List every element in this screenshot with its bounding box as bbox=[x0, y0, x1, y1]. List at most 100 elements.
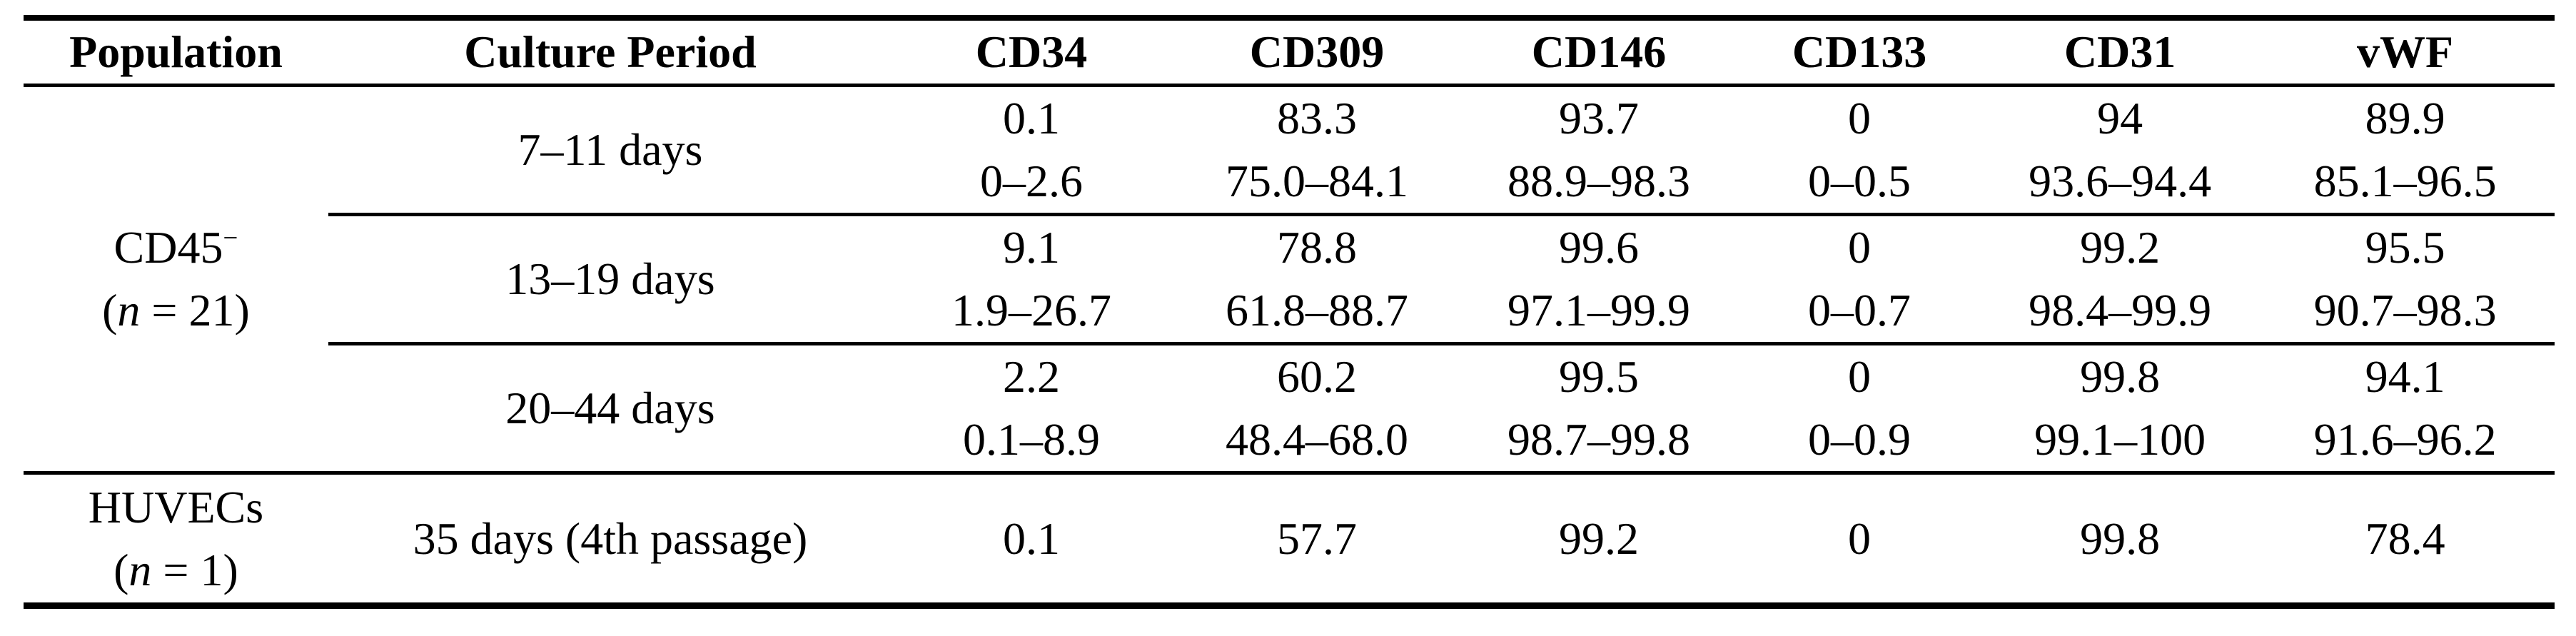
range-value: 61.8–88.7 bbox=[1225, 285, 1408, 335]
culture-period-cell: 35 days (4th passage) bbox=[413, 513, 808, 564]
row-huvecs: HUVECs (n = 1) 35 days (4th passage) 0.1… bbox=[24, 473, 2555, 606]
range-value: 99.1–100 bbox=[2034, 414, 2206, 465]
header-cd146: CD146 bbox=[1463, 18, 1735, 87]
mean-value: 94.1 bbox=[2365, 351, 2445, 402]
cd31-value-cell: 99.8 bbox=[1984, 473, 2256, 606]
cd34-value-cell: 0.1 0–2.6 bbox=[892, 85, 1171, 216]
cd133-value-cell: 0 0–0.9 bbox=[1734, 343, 1985, 475]
mean-value: 99.5 bbox=[1559, 351, 1639, 402]
cd309-value-cell: 60.2 48.4–68.0 bbox=[1171, 343, 1463, 475]
mean-value: 78.4 bbox=[2365, 513, 2445, 564]
range-value: 90.7–98.3 bbox=[2313, 285, 2497, 335]
population-cd45-cell: CD45− (n = 21) bbox=[24, 85, 328, 475]
n-symbol: n bbox=[117, 285, 141, 335]
vwf-value-cell: 95.5 90.7–98.3 bbox=[2256, 214, 2555, 345]
range-value: 97.1–99.9 bbox=[1507, 285, 1690, 335]
mean-value: 94 bbox=[2097, 93, 2143, 143]
range-value: 1.9–26.7 bbox=[951, 285, 1111, 335]
mean-value: 99.2 bbox=[1559, 513, 1639, 564]
cd146-value-cell: 93.7 88.9–98.3 bbox=[1463, 85, 1735, 216]
mean-value: 99.8 bbox=[2080, 351, 2161, 402]
cd31-value-cell: 99.8 99.1–100 bbox=[1984, 343, 2256, 475]
population-huvecs-cell: HUVECs (n = 1) bbox=[24, 473, 328, 606]
mean-value: 93.7 bbox=[1559, 93, 1639, 143]
culture-period-cell: 7–11 days bbox=[328, 85, 892, 216]
population-name-text: CD45 bbox=[113, 222, 223, 273]
row-cd45-7-11-days: CD45− (n = 21) 7–11 days 0.1 0–2.6 83.3 … bbox=[24, 85, 2555, 475]
range-value: 0.1–8.9 bbox=[963, 414, 1100, 465]
mean-value: 0 bbox=[1848, 222, 1872, 273]
range-value: 98.7–99.8 bbox=[1507, 414, 1690, 465]
cd31-value-cell: 94 93.6–94.4 bbox=[1984, 85, 2256, 216]
range-value: 48.4–68.0 bbox=[1225, 414, 1408, 465]
range-value: 0–0.7 bbox=[1808, 285, 1911, 335]
mean-value: 0 bbox=[1848, 513, 1872, 564]
cd133-value-cell: 0 bbox=[1734, 473, 1984, 606]
mean-value: 0 bbox=[1848, 93, 1872, 143]
cd309-value-cell: 83.3 75.0–84.1 bbox=[1171, 85, 1463, 216]
mean-value: 99.8 bbox=[2080, 513, 2161, 564]
range-value: 0–0.5 bbox=[1808, 156, 1911, 206]
n-symbol: n bbox=[128, 544, 152, 595]
cd34-value-cell: 2.2 0.1–8.9 bbox=[892, 343, 1171, 475]
mean-value: 9.1 bbox=[1003, 222, 1060, 273]
row-cd45-13-19-days: 13–19 days 9.1 1.9–26.7 78.8 61.8–88.7 9… bbox=[24, 214, 2555, 345]
culture-period-cell: 20–44 days bbox=[328, 343, 892, 475]
range-value: 85.1–96.5 bbox=[2313, 156, 2497, 206]
cd34-value-cell: 0.1 bbox=[892, 473, 1171, 606]
header-population: Population bbox=[24, 18, 328, 87]
cd146-value-cell: 99.6 97.1–99.9 bbox=[1463, 214, 1735, 345]
cd146-value-cell: 99.2 bbox=[1463, 473, 1734, 606]
mean-value: 89.9 bbox=[2365, 93, 2445, 143]
vwf-value-cell: 94.1 91.6–96.2 bbox=[2256, 343, 2555, 475]
header-cd133: CD133 bbox=[1734, 18, 1985, 87]
mean-value: 99.2 bbox=[2080, 222, 2161, 273]
cd133-value-cell: 0 0–0.5 bbox=[1734, 85, 1985, 216]
paren-open: ( bbox=[102, 285, 118, 335]
minus-superscript: − bbox=[223, 223, 238, 253]
range-value: 91.6–96.2 bbox=[2313, 414, 2497, 465]
population-n-count: (n = 21) bbox=[24, 279, 328, 342]
header-cd31: CD31 bbox=[1984, 18, 2256, 87]
range-value: 88.9–98.3 bbox=[1507, 156, 1690, 206]
surface-marker-expression-table: Population Culture Period CD34 CD309 CD1… bbox=[24, 15, 2555, 609]
population-name: CD45− bbox=[24, 216, 328, 279]
mean-value: 78.8 bbox=[1276, 222, 1357, 273]
mean-value: 2.2 bbox=[1003, 351, 1060, 402]
header-row: Population Culture Period CD34 CD309 CD1… bbox=[24, 18, 2555, 87]
mean-value: 99.6 bbox=[1559, 222, 1639, 273]
cd133-value-cell: 0 0–0.7 bbox=[1734, 214, 1985, 345]
mean-value: 60.2 bbox=[1276, 351, 1357, 402]
culture-period-cell: 13–19 days bbox=[328, 214, 892, 345]
mean-value: 0.1 bbox=[1003, 93, 1060, 143]
n-value: = 1) bbox=[151, 544, 238, 595]
n-value: = 21) bbox=[140, 285, 250, 335]
population-n-count: (n = 1) bbox=[24, 539, 328, 602]
cd31-value-cell: 99.2 98.4–99.9 bbox=[1984, 214, 2256, 345]
header-vwf: vWF bbox=[2256, 18, 2555, 87]
population-name-text: HUVECs bbox=[88, 481, 264, 532]
range-value: 0–0.9 bbox=[1808, 414, 1911, 465]
mean-value: 0 bbox=[1848, 351, 1872, 402]
paren-open: ( bbox=[113, 544, 129, 595]
cd309-value-cell: 57.7 bbox=[1171, 473, 1463, 606]
header-culture-period: Culture Period bbox=[328, 18, 892, 87]
range-value: 98.4–99.9 bbox=[2029, 285, 2212, 335]
row-cd45-20-44-days: 20–44 days 2.2 0.1–8.9 60.2 48.4–68.0 99… bbox=[24, 343, 2555, 475]
cd309-value-cell: 78.8 61.8–88.7 bbox=[1171, 214, 1463, 345]
vwf-value-cell: 89.9 85.1–96.5 bbox=[2256, 85, 2555, 216]
population-name: HUVECs bbox=[24, 476, 328, 539]
range-value: 0–2.6 bbox=[980, 156, 1083, 206]
header-cd34: CD34 bbox=[892, 18, 1171, 87]
mean-value: 0.1 bbox=[1003, 513, 1060, 564]
cd146-value-cell: 99.5 98.7–99.8 bbox=[1463, 343, 1735, 475]
header-cd309: CD309 bbox=[1171, 18, 1463, 87]
range-value: 75.0–84.1 bbox=[1225, 156, 1408, 206]
mean-value: 57.7 bbox=[1276, 513, 1357, 564]
cd34-value-cell: 9.1 1.9–26.7 bbox=[892, 214, 1171, 345]
mean-value: 83.3 bbox=[1276, 93, 1357, 143]
vwf-value-cell: 78.4 bbox=[2256, 473, 2555, 606]
mean-value: 95.5 bbox=[2365, 222, 2445, 273]
range-value: 93.6–94.4 bbox=[2029, 156, 2212, 206]
